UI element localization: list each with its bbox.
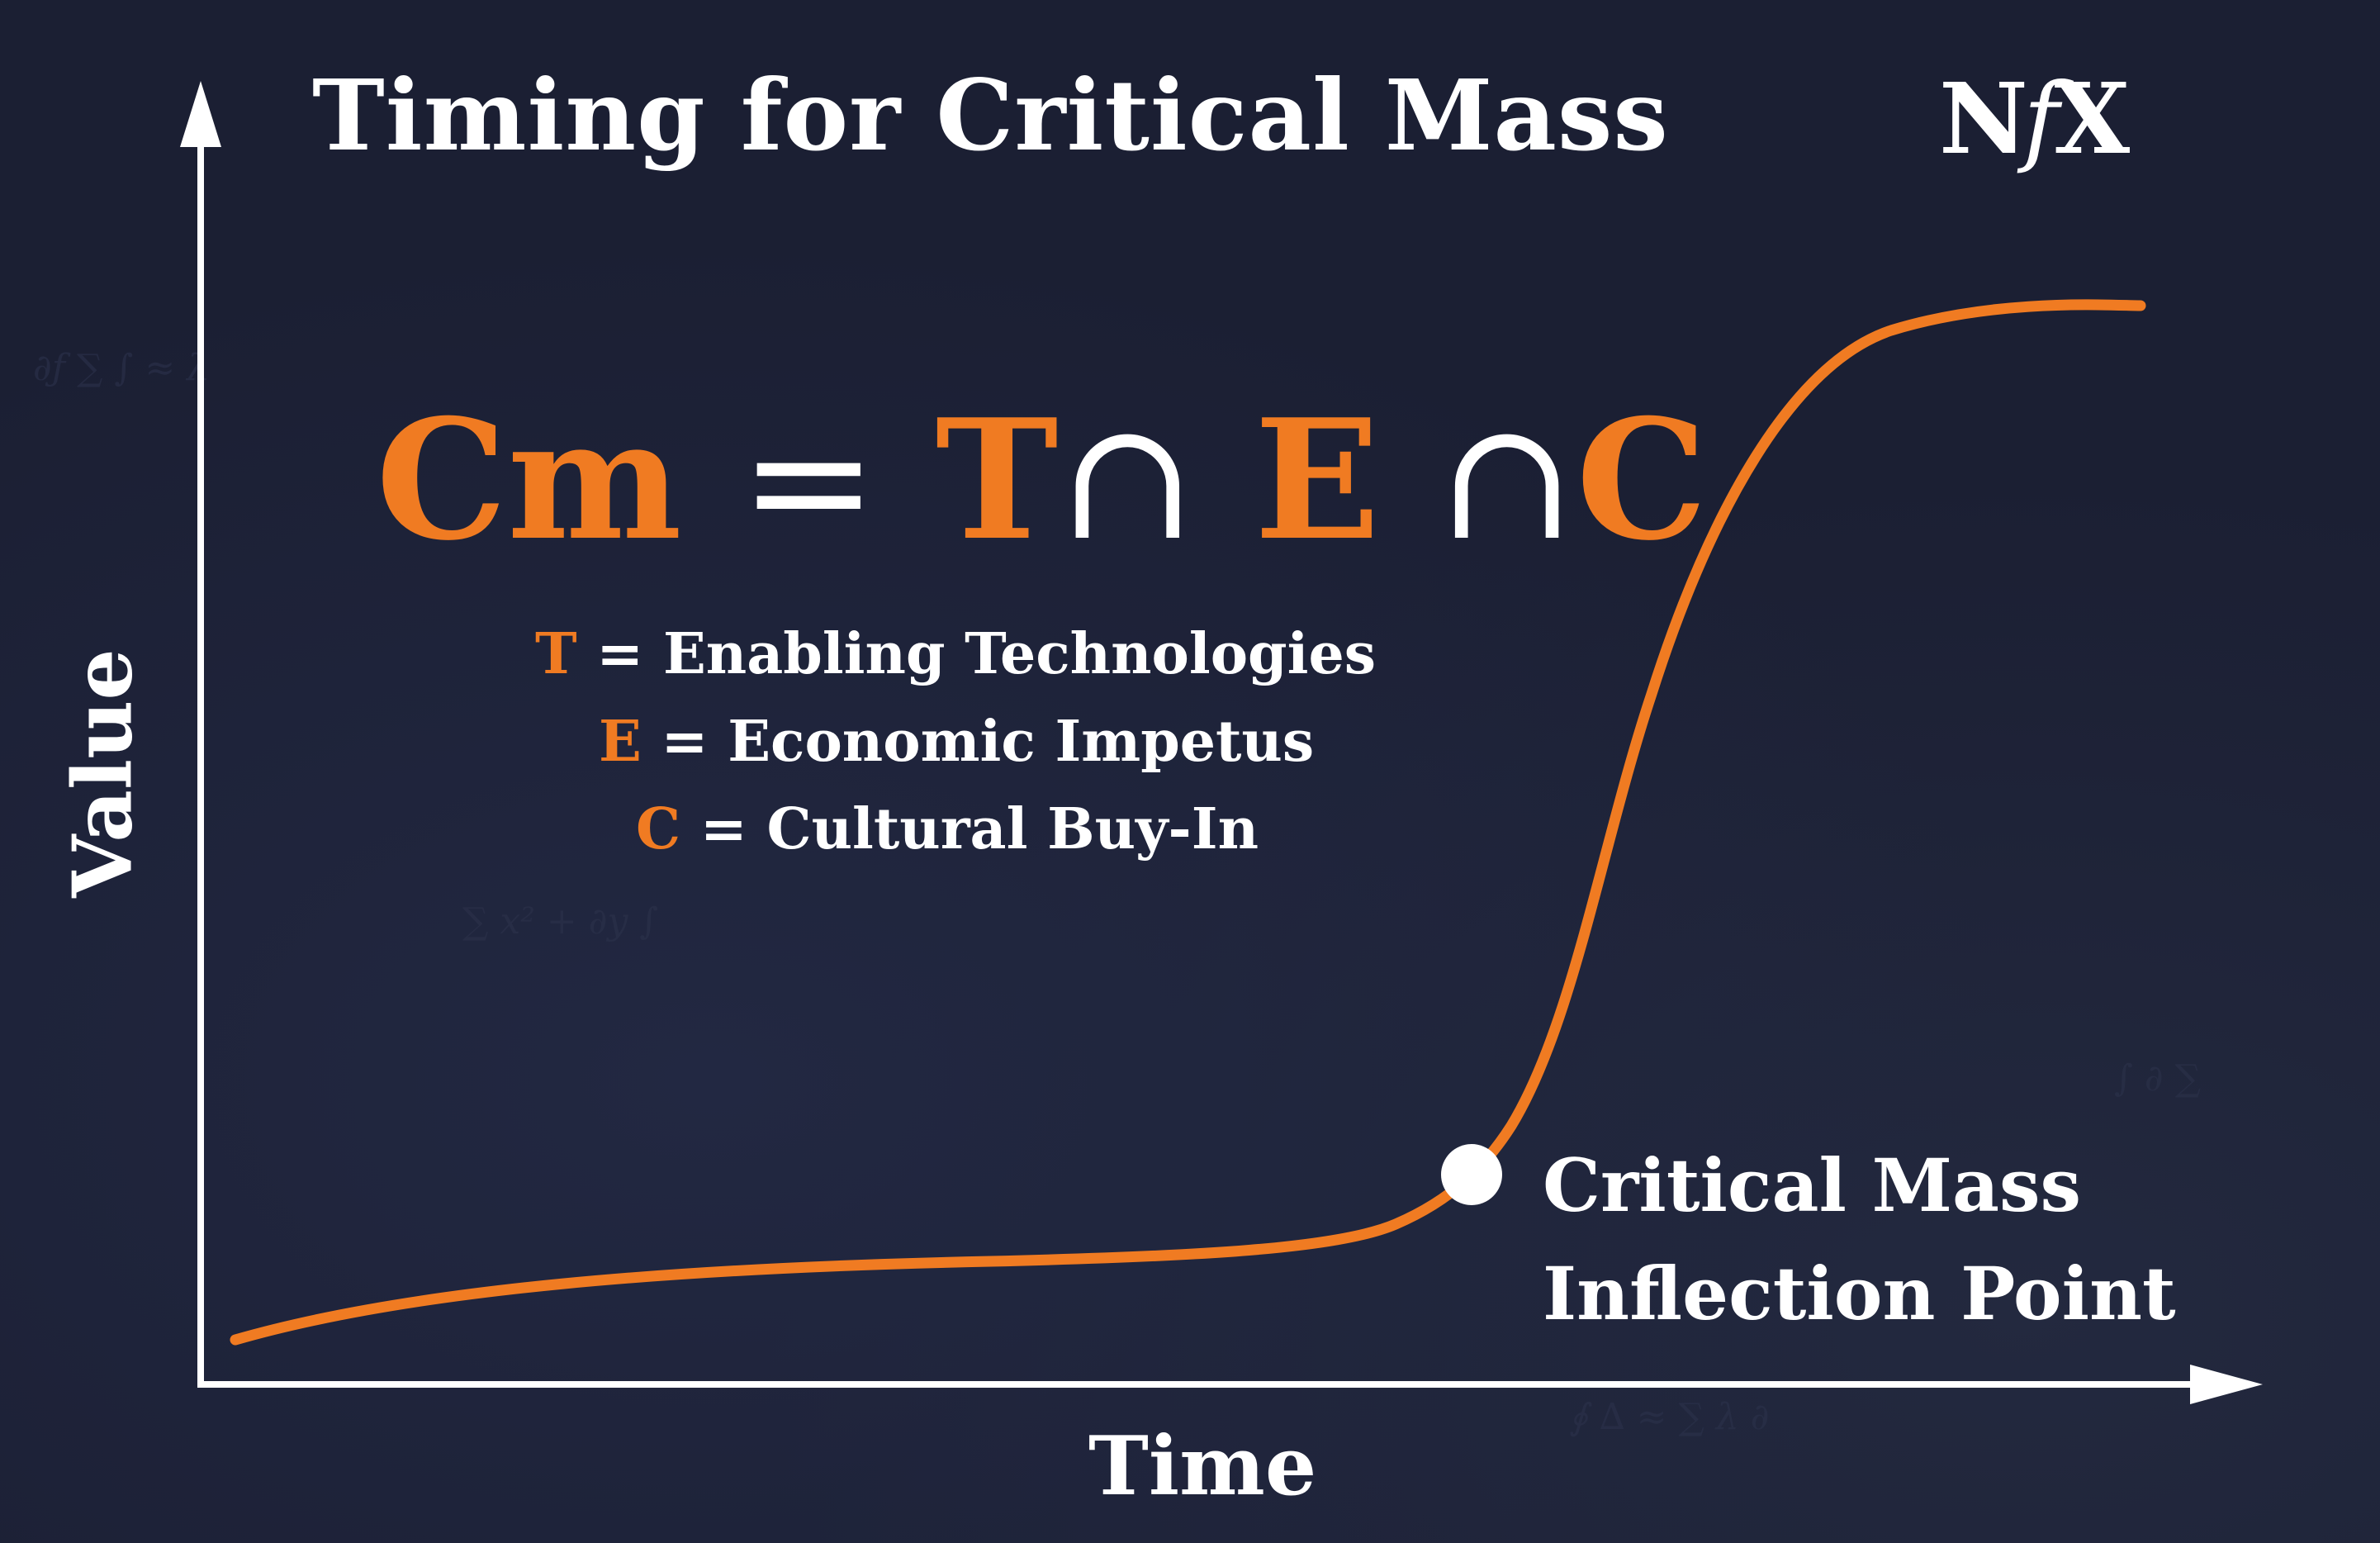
background-texture: ∫ ∂ ∑: [2114, 1057, 2202, 1099]
definition-key: T: [535, 621, 577, 687]
definition-key: E: [599, 709, 642, 775]
definition-text: Cultural Buy-In: [766, 796, 1259, 862]
inflection-point-label: Critical Mass Inflection Point: [1543, 1132, 2176, 1348]
definition-text: Enabling Technologies: [662, 621, 1376, 687]
logo-letter-n: N: [1939, 61, 2028, 176]
formula-intersection-2: ∩: [1437, 385, 1576, 577]
x-axis-arrowhead: [2190, 1365, 2263, 1404]
definition-text: Economic Impetus: [728, 709, 1315, 775]
y-axis-arrowhead: [180, 81, 221, 147]
definition-c: C = Cultural Buy-In: [636, 796, 1259, 862]
definition-sep: =: [699, 796, 747, 862]
nfx-logo: NfX: [1939, 61, 2131, 176]
definition-t: T = Enabling Technologies: [535, 621, 1376, 687]
background-texture: ∂ƒ ∑ ∫ ≈ λ: [33, 347, 211, 389]
formula-equals: =: [739, 385, 879, 577]
definition-sep: =: [596, 621, 644, 687]
background-texture: ∑ x² + ∂y ∫: [462, 900, 659, 942]
critical-mass-formula: Cm = T∩ E ∩C: [376, 398, 1708, 564]
logo-letter-x: X: [2054, 61, 2131, 176]
inflection-point-marker: [1441, 1144, 1502, 1205]
x-axis-label: Time: [1088, 1419, 1317, 1514]
inflection-label-line-2: Inflection Point: [1543, 1251, 2176, 1336]
formula-lhs: Cm: [376, 383, 682, 577]
definition-sep: =: [661, 709, 709, 775]
inflection-label-line-1: Critical Mass: [1543, 1142, 2082, 1228]
chart-title: Timing for Critical Mass: [312, 58, 1669, 173]
y-axis-label: Value: [55, 648, 151, 898]
definition-key: C: [636, 796, 681, 862]
formula-term-c: C: [1576, 383, 1708, 577]
formula-term-t: T: [935, 383, 1059, 577]
formula-intersection-1: ∩: [1058, 385, 1197, 577]
logo-letter-f: f: [2022, 62, 2060, 176]
growth-curve: [230, 299, 2146, 1346]
definition-e: E = Economic Impetus: [599, 709, 1314, 775]
background-texture: ∮ ∆ ≈ ∑ λ ∂: [1569, 1396, 1770, 1438]
formula-term-e: E: [1254, 383, 1381, 577]
